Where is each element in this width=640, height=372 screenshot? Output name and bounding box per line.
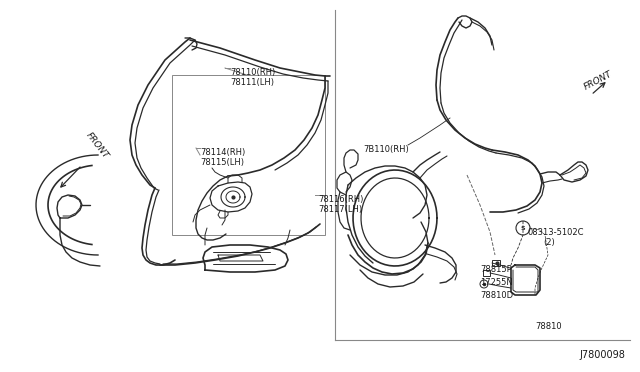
- Text: FRONT: FRONT: [84, 130, 110, 160]
- Text: 78810: 78810: [535, 322, 562, 331]
- Text: (2): (2): [543, 238, 555, 247]
- Text: S: S: [521, 225, 525, 231]
- Bar: [172, 75, 325, 235]
- Text: 78111(LH): 78111(LH): [230, 78, 274, 87]
- Text: 17255N: 17255N: [480, 278, 513, 287]
- Text: 08313-5102C: 08313-5102C: [528, 228, 584, 237]
- Text: 78110(RH): 78110(RH): [230, 68, 275, 77]
- Text: 78114(RH): 78114(RH): [200, 148, 245, 157]
- Text: 78116(RH): 78116(RH): [318, 195, 364, 204]
- Text: 78115(LH): 78115(LH): [200, 158, 244, 167]
- Bar: [492, 260, 500, 266]
- Bar: [483, 270, 490, 276]
- Text: J7800098: J7800098: [579, 350, 625, 360]
- Text: 7B110(RH): 7B110(RH): [363, 145, 409, 154]
- Text: 78815P: 78815P: [480, 265, 512, 274]
- Text: 78810D: 78810D: [480, 291, 513, 300]
- Text: 78117(LH): 78117(LH): [318, 205, 362, 214]
- Text: FRONT: FRONT: [582, 70, 613, 92]
